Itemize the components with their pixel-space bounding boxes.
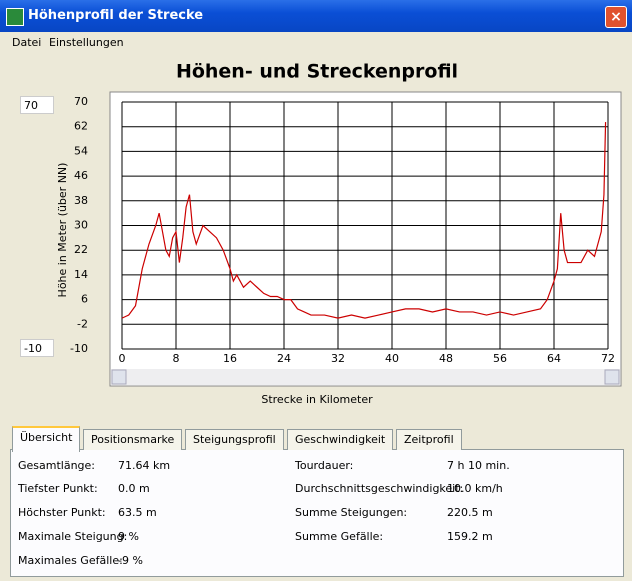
tab[interactable]: Übersicht xyxy=(12,426,81,452)
stat-label: Summe Gefälle: xyxy=(295,530,384,543)
menu-item[interactable]: Datei xyxy=(12,36,42,49)
chart: Höhen- und Streckenprofil Strecke in Kil… xyxy=(56,61,622,406)
tab-panel: Gesamtlänge: 71.64 km Tiefster Punkt: 0.0 m… xyxy=(10,449,624,577)
stat-value: 9 % xyxy=(118,530,139,543)
x-axis-label: Strecke in Kilometer xyxy=(261,393,373,406)
tab[interactable]: Steigungsprofil xyxy=(185,429,284,450)
y-tick-label: 38 xyxy=(74,194,88,207)
stat-value: 10.0 km/h xyxy=(447,482,503,495)
scroll-right[interactable] xyxy=(604,369,620,385)
tab[interactable]: Positionsmarke xyxy=(83,429,183,450)
tab[interactable]: Zeitprofil xyxy=(396,429,462,450)
elevation-line xyxy=(121,122,607,319)
y-tick-label: 46 xyxy=(74,169,88,182)
stat-value: 0.0 m xyxy=(118,482,150,495)
stat-label: Tiefster Punkt: xyxy=(18,482,98,495)
y-tick-label: 70 xyxy=(74,95,88,108)
x-tick-label: 16 xyxy=(223,352,237,365)
stat-value: -9 % xyxy=(118,554,143,567)
y-tick-label: -2 xyxy=(77,317,88,330)
scrollbar[interactable] xyxy=(111,369,620,385)
tab[interactable]: Geschwindigkeit xyxy=(287,429,394,450)
y-min-input[interactable]: -10 xyxy=(20,339,54,357)
x-tick-label: 24 xyxy=(277,352,291,365)
plot-frame xyxy=(109,91,622,387)
stat-value: 220.5 m xyxy=(447,506,493,519)
stat-label: Gesamtlänge: xyxy=(18,459,96,472)
stat-label: Durchschnittsgeschwindigkeit: xyxy=(295,482,464,495)
app-icon xyxy=(6,8,24,26)
y-tick-label: 14 xyxy=(74,268,88,281)
y-max-input[interactable]: 70 xyxy=(20,96,54,114)
chart-title: Höhen- und Streckenprofil xyxy=(176,61,458,83)
x-tick-label: 32 xyxy=(331,352,345,365)
stat-label: Maximales Gefälle: xyxy=(18,554,123,567)
stat-value: 159.2 m xyxy=(447,530,493,543)
stat-label: Höchster Punkt: xyxy=(18,506,106,519)
stat-label: Tourdauer: xyxy=(295,459,354,472)
scroll-left[interactable] xyxy=(111,369,127,385)
x-tick-label: 56 xyxy=(493,352,507,365)
stat-label: Summe Steigungen: xyxy=(295,506,408,519)
y-tick-label: -10 xyxy=(70,342,88,355)
y-tick-label: 30 xyxy=(74,219,88,232)
close-button[interactable]: × xyxy=(605,6,627,28)
y-tick-label: 62 xyxy=(74,120,88,133)
stat-value: 71.64 km xyxy=(118,459,171,472)
x-tick-label: 64 xyxy=(547,352,561,365)
window-title: Höhenprofil der Strecke xyxy=(28,8,204,23)
x-tick-label: 40 xyxy=(385,352,399,365)
y-tick-label: 6 xyxy=(81,293,88,306)
y-tick-label: 54 xyxy=(74,144,88,157)
menu-bar: Datei Einstellungen xyxy=(0,32,632,52)
title-bar: Höhenprofil der Strecke × xyxy=(0,0,632,32)
x-tick-label: 0 xyxy=(119,352,126,365)
stat-label: Maximale Steigung: xyxy=(18,530,128,543)
x-tick-label: 8 xyxy=(173,352,180,365)
menu-item[interactable]: Einstellungen xyxy=(49,36,124,49)
y-axis-label: Höhe in Meter (über NN) xyxy=(56,163,69,298)
stat-value: 63.5 m xyxy=(118,506,157,519)
x-tick-label: 72 xyxy=(601,352,615,365)
stat-value: 7 h 10 min. xyxy=(447,459,510,472)
x-tick-label: 48 xyxy=(439,352,453,365)
y-tick-label: 22 xyxy=(74,243,88,256)
